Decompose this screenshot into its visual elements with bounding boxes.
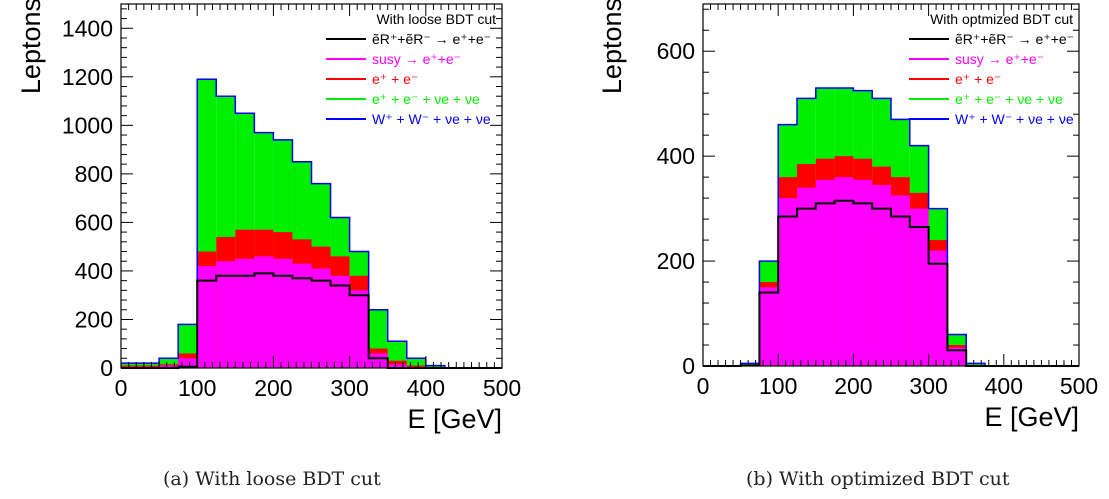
chart-panel-a: 0 100 200 300 400 500 0 200 400 600 800 1000 1200 140… <box>0 0 540 499</box>
chart-a-legend-title: With loose BDT cut <box>376 11 496 27</box>
chart-b-ytick-label: 200 <box>657 248 695 274</box>
chart-b-line-ww <box>703 87 1079 367</box>
chart-b-xtick-label: 300 <box>909 373 947 399</box>
chart-b-bar-s3-5 <box>797 187 816 366</box>
chart-b-y-axis-label: Leptons <box>597 0 627 94</box>
chart-b-legend-label: e⁺ + e⁻ + νe + νe <box>955 91 1063 107</box>
chart-b-legend-label: e⁺ + e⁻ <box>955 71 1001 87</box>
chart-b-bar-s3-8 <box>853 179 873 366</box>
chart-a-legend-label: e⁺ + e⁻ <box>372 71 418 87</box>
chart-b-svg: 0 100 200 300 400 500 0 200 400 600 E [GeV] Leptons… <box>597 0 1098 432</box>
chart-b-legend-label: ẽR⁺+ẽR⁻ → e⁺+e⁻ <box>955 31 1074 47</box>
chart-a-bar-s3-6 <box>235 258 255 368</box>
chart-a-bar-s3-9 <box>292 263 312 368</box>
chart-a-bar-s3-10 <box>311 268 331 368</box>
chart-a-ytick-label: 600 <box>75 209 113 235</box>
chart-a-legend-label: W⁺ + W⁻ + νe + νe <box>372 111 491 127</box>
chart-b-bar-s3-6 <box>815 179 835 366</box>
chart-a-x-axis-label: E [GeV] <box>407 404 502 434</box>
chart-a-bar-s3-3 <box>178 358 198 368</box>
chart-b-xtick-label: 400 <box>985 373 1023 399</box>
chart-a-xtick-label: 500 <box>483 375 521 401</box>
chart-a-ytick-label: 1000 <box>62 112 113 138</box>
chart-b-bar-s3-11 <box>909 208 929 366</box>
chart-a-svg: 0 100 200 300 400 500 0 200 400 600 800 1000 1200 140… <box>16 0 521 434</box>
chart-a-ytick-label: 0 <box>100 355 113 381</box>
chart-a-y-axis-label: Leptons <box>16 0 46 94</box>
chart-a-bar-s3-12 <box>349 290 369 368</box>
chart-b-xtick-label: 0 <box>697 373 710 399</box>
chart-b-ytick-label: 600 <box>657 38 695 64</box>
chart-b-legend-title: With optmized BDT cut <box>930 11 1073 27</box>
chart-b-bar-s3-9 <box>872 185 891 366</box>
chart-a-bar-s3-11 <box>330 275 350 368</box>
chart-a-bar-s3-14 <box>387 364 407 368</box>
chart-a-bar-s1-16 <box>425 365 445 368</box>
chart-a-legend-label: e⁺ + e⁻ + νe + νe <box>372 91 480 107</box>
chart-b-xtick-label: 100 <box>759 373 797 399</box>
caption-b: (b) With optimized BDT cut <box>746 468 1010 490</box>
chart-a-legend-label: susy → e⁺+e⁻ <box>372 51 461 67</box>
chart-b-bar-s3-7 <box>834 177 854 366</box>
chart-a-bar-s3-13 <box>368 353 388 368</box>
chart-a-ytick-label: 1400 <box>62 15 113 41</box>
chart-a-legend-label: ẽR⁺+ẽR⁻ → e⁺+e⁻ <box>372 31 491 47</box>
chart-a-bar-s3-4 <box>197 266 217 368</box>
chart-a-xtick-label: 0 <box>115 375 128 401</box>
chart-a-xtick-label: 400 <box>407 375 445 401</box>
chart-a-ytick-label: 400 <box>75 258 113 284</box>
chart-b-bar-s3-4 <box>778 198 797 366</box>
chart-b-x-axis-label: E [GeV] <box>984 402 1079 432</box>
chart-a-bar-s1-15 <box>406 358 426 368</box>
chart-a-bar-s1-2 <box>159 358 179 368</box>
chart-b-xtick-label: 200 <box>834 373 872 399</box>
chart-b-bar-s3-3 <box>759 287 779 366</box>
chart-a-bar-s3-2 <box>159 365 179 368</box>
chart-a-ytick-label: 200 <box>75 306 113 332</box>
chart-panel-b: 0 100 200 300 400 500 0 200 400 600 E [GeV] Leptons… <box>583 0 1109 499</box>
chart-b-bar-s3-13 <box>947 347 967 366</box>
chart-a-xtick-label: 200 <box>254 375 292 401</box>
chart-a-bar-s3-8 <box>273 258 293 368</box>
chart-b-ytick-label: 400 <box>657 143 695 169</box>
caption-a: (a) With loose BDT cut <box>163 468 381 490</box>
chart-a-bar-s3-7 <box>254 256 274 368</box>
chart-b-bar-s3-10 <box>891 195 910 366</box>
chart-a-xtick-label: 100 <box>178 375 216 401</box>
chart-a-ytick-label: 800 <box>75 161 113 187</box>
chart-a-bar-s3-5 <box>216 261 236 368</box>
chart-b-xtick-label: 500 <box>1060 373 1098 399</box>
chart-a-ytick-label: 1200 <box>62 64 113 90</box>
chart-b-legend-label: susy → e⁺+e⁻ <box>955 51 1044 67</box>
chart-b-legend-label: W⁺ + W⁻ + νe + νe <box>955 111 1074 127</box>
chart-a-xtick-label: 300 <box>330 375 368 401</box>
chart-b-bar-s1-14 <box>966 363 985 366</box>
chart-b-ytick-label: 0 <box>682 353 695 379</box>
chart-b-bar-s3-12 <box>928 250 948 366</box>
